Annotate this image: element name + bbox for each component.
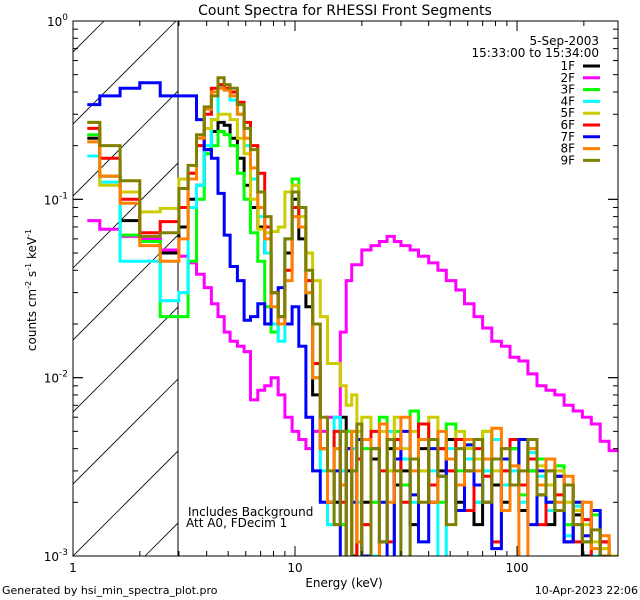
plot-frame [72,20,619,557]
annotation-background: Includes Background [188,505,313,519]
date-label: 5-Sep-2003 [530,34,599,48]
hatch-line [73,21,105,53]
legend-label-7f: 7F [560,130,575,144]
y-tick-label: 10-3 [44,548,68,564]
legend-label-2f: 2F [560,71,575,85]
legend-label-5f: 5F [560,106,575,120]
hatch-line [73,21,177,125]
hatch-line [73,90,178,197]
x-tick-label: 100 [506,561,529,575]
chart-title: Count Spectra for RHESSI Front Segments [198,3,492,19]
legend-label-6f: 6F [560,118,575,132]
legend-label-9f: 9F [560,153,575,167]
hatch-line [73,378,178,485]
footer-generated-by: Generated by hsi_min_spectra_plot.pro [2,584,218,597]
x-axis-label: Energy (keV) [305,576,382,590]
legend-label-3f: 3F [560,83,575,97]
attenuator-hatch [73,21,178,556]
series-9f [87,76,611,556]
legend-label-1f: 1F [560,59,575,73]
y-tick-label: 10-1 [44,191,68,207]
x-tick-label: 1 [69,561,77,575]
hatch-line [73,234,178,341]
legend-label-4f: 4F [560,94,575,108]
y-axis-label: counts cm-2 s-1 keV-1 [24,229,39,351]
annotation-attenuator: Att A0, FDecim 1 [186,516,287,530]
legend-label-8f: 8F [560,142,575,156]
hatch-line [73,450,178,556]
y-tick-label: 100 [47,13,68,29]
footer-timestamp: 10-Apr-2023 22:06 [535,584,638,597]
x-tick-label: 10 [287,561,302,575]
time-range-label: 15:33:00 to 15:34:00 [472,46,599,60]
series-2f [87,219,618,453]
y-tick-label: 10-2 [44,370,68,386]
